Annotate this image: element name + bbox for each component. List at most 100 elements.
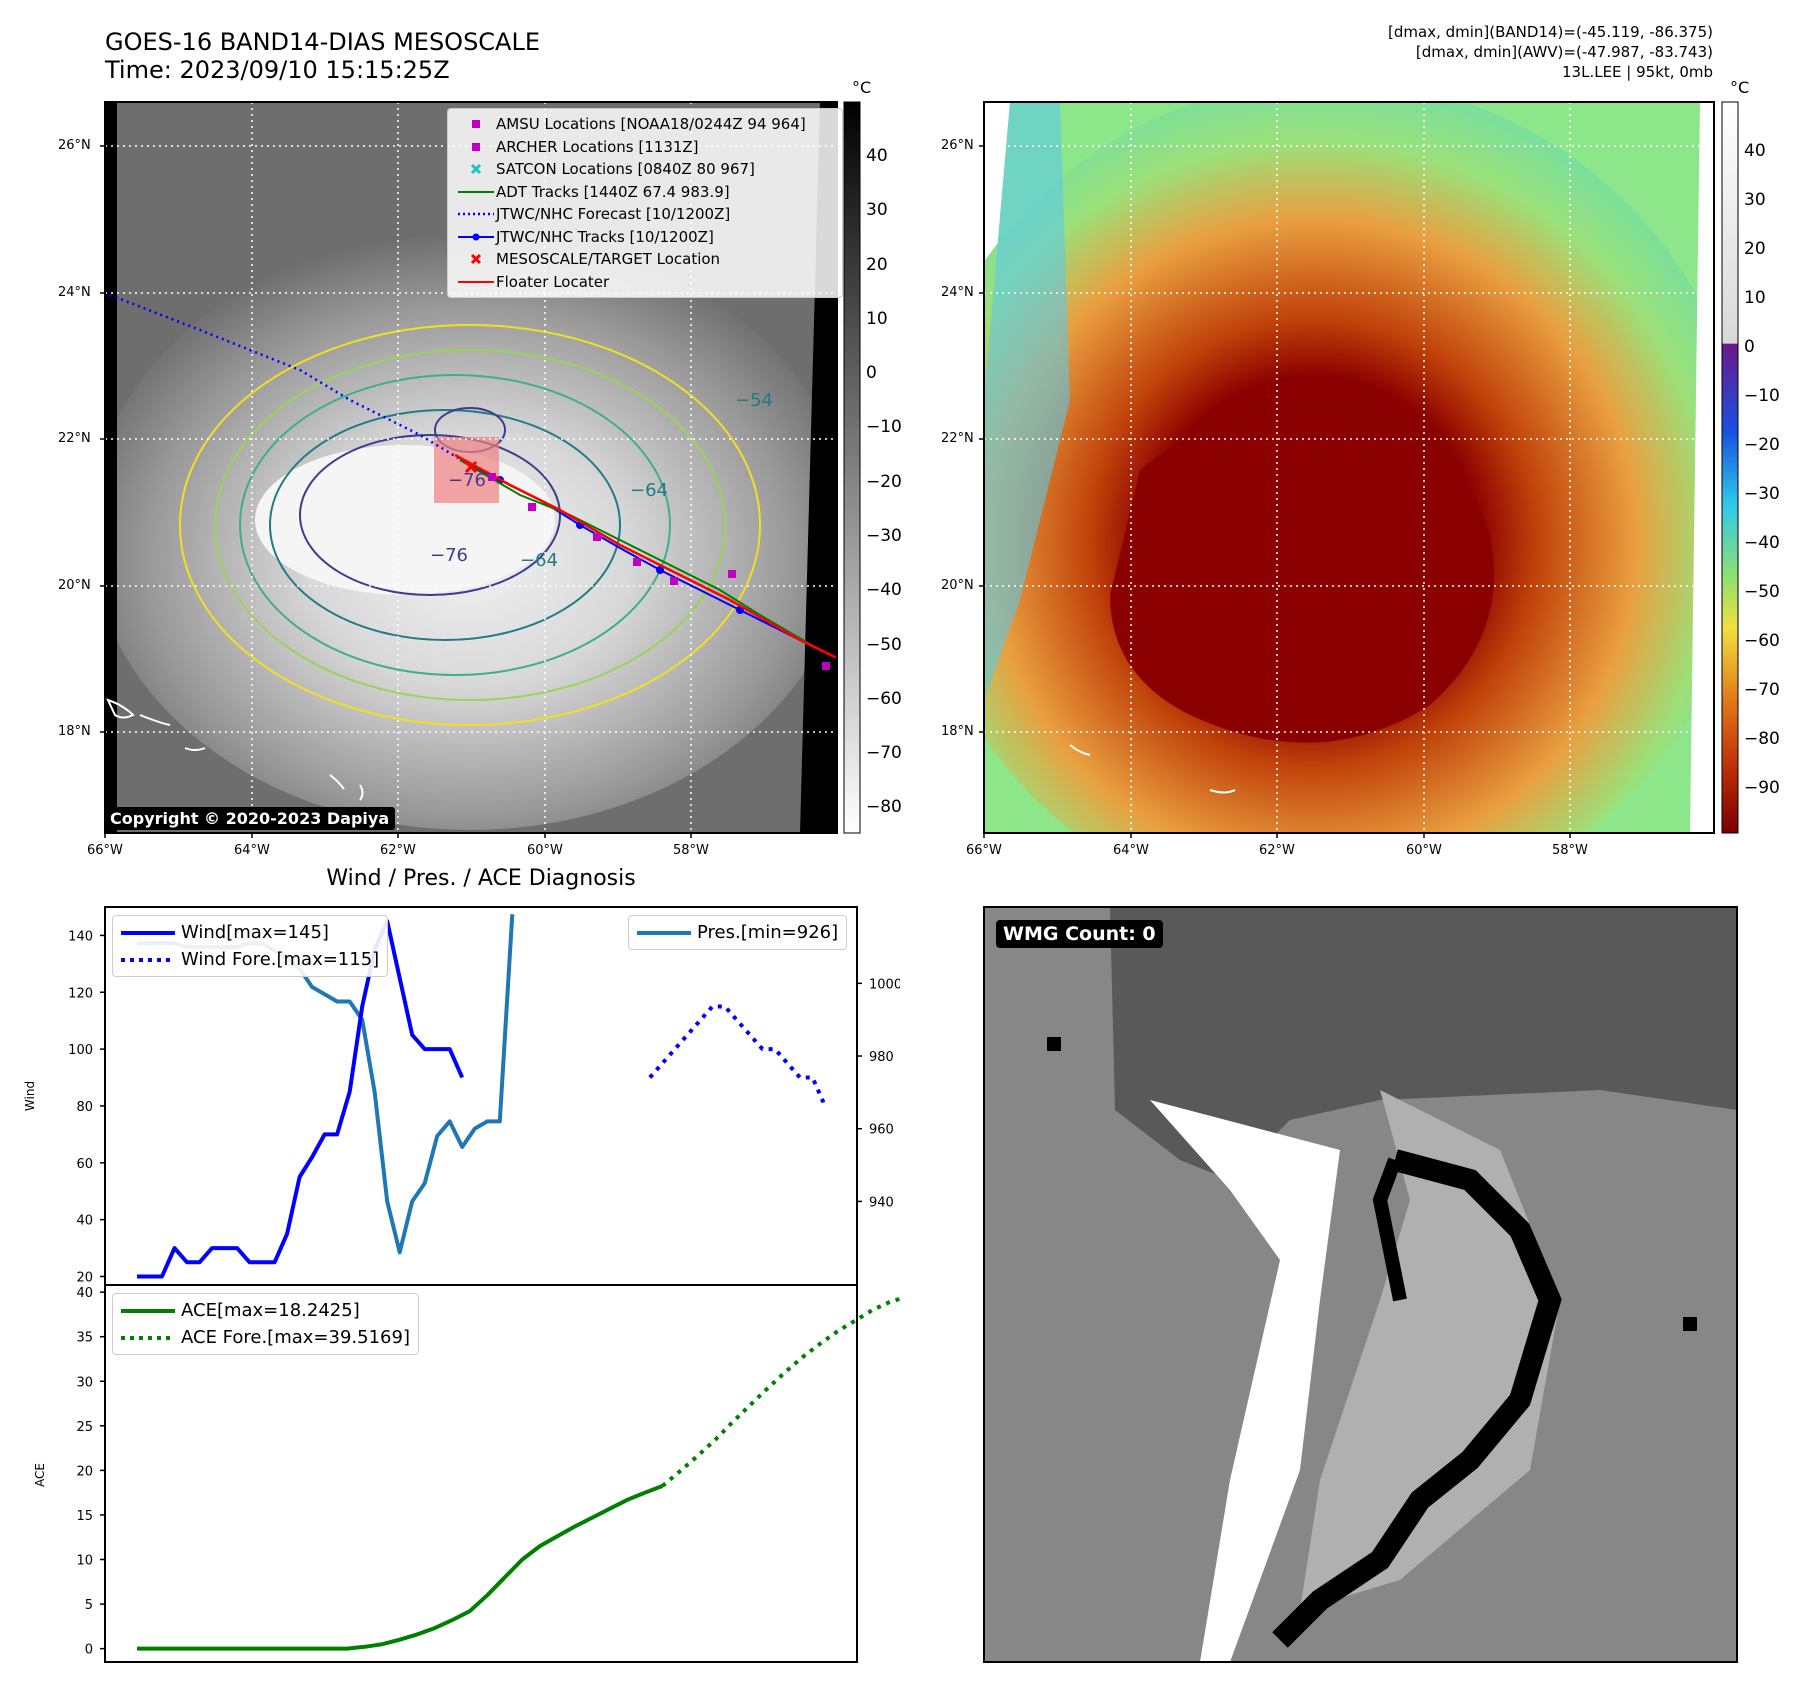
- ace-axis-label: ACE: [33, 1463, 47, 1487]
- legend-item: MESOSCALE/TARGET Location: [456, 248, 834, 271]
- ir-lat-tick-18: 18°N: [58, 724, 91, 739]
- wind-y-tick-label: 80: [76, 1100, 93, 1115]
- ace-axes-frame: [104, 1284, 858, 1663]
- ir-colorbar-tick: −80: [866, 797, 902, 817]
- awv-lon-tick-64: 64°W: [1113, 843, 1149, 858]
- line-icon: [458, 190, 494, 193]
- wind-y-tick-label: 120: [68, 986, 93, 1001]
- awv-colorbar-tick: −80: [1744, 729, 1780, 749]
- ace-y-tick-label: 15: [76, 1509, 93, 1524]
- awv-lat-tick-24: 24°N: [941, 285, 974, 300]
- ace-y-tick-label: 35: [76, 1331, 93, 1346]
- awv-lon-tick-58: 58°W: [1552, 843, 1588, 858]
- wind-y-tick-label: 100: [68, 1043, 93, 1058]
- pressure-y-tick-label: 980: [869, 1050, 894, 1065]
- wind-y-tick-label: 40: [76, 1214, 93, 1229]
- ace-y-tick-label: 0: [85, 1643, 93, 1658]
- awv-colorbar-tick: −60: [1744, 631, 1780, 651]
- awv-colorbar-tick: 40: [1744, 141, 1766, 161]
- solid-line-icon: [637, 930, 691, 935]
- legend-label: ACE Fore.[max=39.5169]: [181, 1327, 410, 1348]
- ace-forecast-line: [661, 1296, 900, 1488]
- ir-lon-tick-66: 66°W: [87, 843, 123, 858]
- line-icon: [458, 280, 494, 283]
- ir-lon-tick-58: 58°W: [673, 843, 709, 858]
- square-marker-icon: [472, 142, 480, 151]
- awv-info-line2: [dmax, dmin](AWV)=(-47.987, -83.743): [1415, 43, 1713, 61]
- ir-contour-label: −64: [630, 480, 668, 501]
- awv-colorbar-tick: 10: [1744, 288, 1766, 308]
- ir-lat-tick-26: 26°N: [58, 138, 91, 153]
- ir-colorbar-tick: 10: [866, 309, 888, 329]
- x-marker-icon: [470, 164, 482, 175]
- pressure-legend: Pres.[min=926]: [628, 915, 848, 950]
- solid-line-icon: [121, 930, 175, 935]
- legend-item: Pres.[min=926]: [637, 919, 838, 946]
- legend-label: ACE[max=18.2425]: [181, 1300, 360, 1321]
- ace-y-tick-label: 25: [76, 1420, 93, 1435]
- ir-lon-tick-62: 62°W: [380, 843, 416, 858]
- ace-chart: 0 5 10 15 20 25 30 35 40 ACE: [33, 1284, 900, 1663]
- ir-contour-label: −64: [520, 550, 558, 571]
- legend-label: JTWC/NHC Forecast [10/1200Z]: [496, 205, 731, 224]
- ir-contour-label: −76: [430, 545, 468, 566]
- legend-item: SATCON Locations [0840Z 80 967]: [456, 158, 834, 181]
- awv-colorbar-tick: −70: [1744, 680, 1780, 700]
- awv-lon-tick-66: 66°W: [966, 843, 1002, 858]
- awv-colorbar-tick: 20: [1744, 239, 1766, 259]
- awv-colorbar-tick: 30: [1744, 190, 1766, 210]
- awv-lat-tick-20: 20°N: [941, 578, 974, 593]
- legend-item: AMSU Locations [NOAA18/0244Z 94 964]: [456, 113, 834, 136]
- legend-label: ADT Tracks [1440Z 67.4 983.9]: [496, 182, 730, 201]
- legend-label: MESOSCALE/TARGET Location: [496, 250, 721, 269]
- awv-colorbar-tick: −30: [1744, 484, 1780, 504]
- ir-lat-tick-24: 24°N: [58, 285, 91, 300]
- dotted-line-icon: [121, 957, 175, 962]
- ir-colorbar-tick: −10: [866, 417, 902, 437]
- pressure-y-tick-label: 1000: [869, 977, 900, 992]
- ir-title-line1: GOES-16 BAND14-DIAS MESOSCALE: [105, 28, 541, 56]
- awv-lat-tick-22: 22°N: [941, 431, 974, 446]
- ace-legend: ACE[max=18.2425] ACE Fore.[max=39.5169]: [112, 1293, 419, 1355]
- legend-item: ARCHER Locations [1131Z]: [456, 136, 834, 159]
- ir-contour-label: −76: [448, 470, 486, 491]
- wind-legend: Wind[max=145] Wind Fore.[max=115]: [112, 915, 389, 977]
- pressure-y-tick-label: 960: [869, 1123, 894, 1138]
- legend-item: JTWC/NHC Tracks [10/1200Z]: [456, 226, 834, 249]
- legend-label: ARCHER Locations [1131Z]: [496, 137, 699, 156]
- legend-label: JTWC/NHC Tracks [10/1200Z]: [496, 227, 714, 246]
- ace-y-tick-label: 30: [76, 1375, 93, 1390]
- legend-label: Wind[max=145]: [181, 922, 329, 943]
- ace-line: [137, 1484, 664, 1651]
- awv-lon-tick-60: 60°W: [1406, 843, 1442, 858]
- awv-colorbar-tick: −10: [1744, 386, 1780, 406]
- square-marker-icon: [472, 120, 480, 129]
- pressure-y-tick-label: 940: [869, 1195, 894, 1210]
- ir-legend: AMSU Locations [NOAA18/0244Z 94 964] ARC…: [447, 108, 843, 298]
- ir-lat-tick-22: 22°N: [58, 431, 91, 446]
- ir-colorbar-tick: −50: [866, 635, 902, 655]
- wind-line: [137, 919, 465, 1279]
- legend-item: JTWC/NHC Forecast [10/1200Z]: [456, 203, 834, 226]
- dotted-line-icon: [458, 213, 494, 216]
- legend-label: Floater Locater: [496, 272, 610, 291]
- ir-colorbar-tick: 30: [866, 200, 888, 220]
- ir-title-line2: Time: 2023/09/10 15:15:25Z: [105, 56, 450, 84]
- ace-y-tick-label: 40: [76, 1286, 93, 1301]
- awv-colorbar-tick: −50: [1744, 582, 1780, 602]
- ir-contour-label: −54: [735, 390, 773, 411]
- awv-info-line1: [dmax, dmin](BAND14)=(-45.119, -86.375): [1388, 23, 1713, 41]
- ir-lon-tick-60: 60°W: [527, 843, 563, 858]
- solid-line-icon: [121, 1308, 175, 1313]
- ir-colorbar-tick: −60: [866, 689, 902, 709]
- dotted-line-icon: [121, 1335, 175, 1340]
- x-marker-icon: [470, 254, 482, 265]
- awv-info-line3: 13L.LEE | 95kt, 0mb: [1562, 63, 1713, 81]
- awv-colorbar-tick: −90: [1744, 778, 1780, 798]
- ir-lat-tick-20: 20°N: [58, 578, 91, 593]
- legend-label: Pres.[min=926]: [697, 922, 839, 943]
- ir-colorbar-tick: −30: [866, 526, 902, 546]
- diagnosis-chart-title: Wind / Pres. / ACE Diagnosis: [326, 866, 636, 891]
- ace-y-tick-label: 5: [85, 1598, 93, 1613]
- awv-lat-tick-18: 18°N: [941, 724, 974, 739]
